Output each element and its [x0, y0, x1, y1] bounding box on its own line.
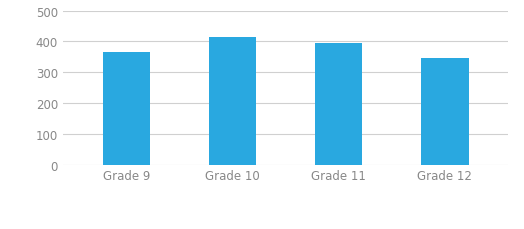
Bar: [209, 38, 256, 165]
Bar: [103, 53, 150, 165]
Bar: [315, 44, 363, 165]
Bar: [421, 58, 468, 165]
